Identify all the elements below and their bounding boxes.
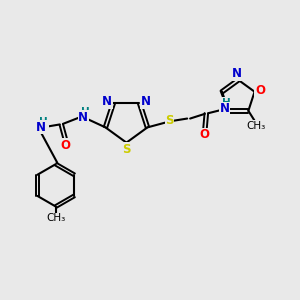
Text: H: H [39, 117, 48, 127]
Text: N: N [232, 67, 242, 80]
Text: O: O [61, 139, 71, 152]
Text: CH₃: CH₃ [46, 213, 65, 223]
Text: N: N [78, 111, 88, 124]
Text: O: O [200, 128, 210, 141]
Text: H: H [81, 107, 90, 117]
Text: CH₃: CH₃ [247, 121, 266, 130]
Text: S: S [122, 142, 131, 156]
Text: H: H [222, 98, 230, 108]
Text: O: O [255, 84, 265, 97]
Text: S: S [165, 114, 174, 128]
Text: N: N [220, 102, 230, 115]
Text: N: N [102, 95, 112, 108]
Text: N: N [141, 95, 151, 108]
Text: N: N [36, 121, 46, 134]
